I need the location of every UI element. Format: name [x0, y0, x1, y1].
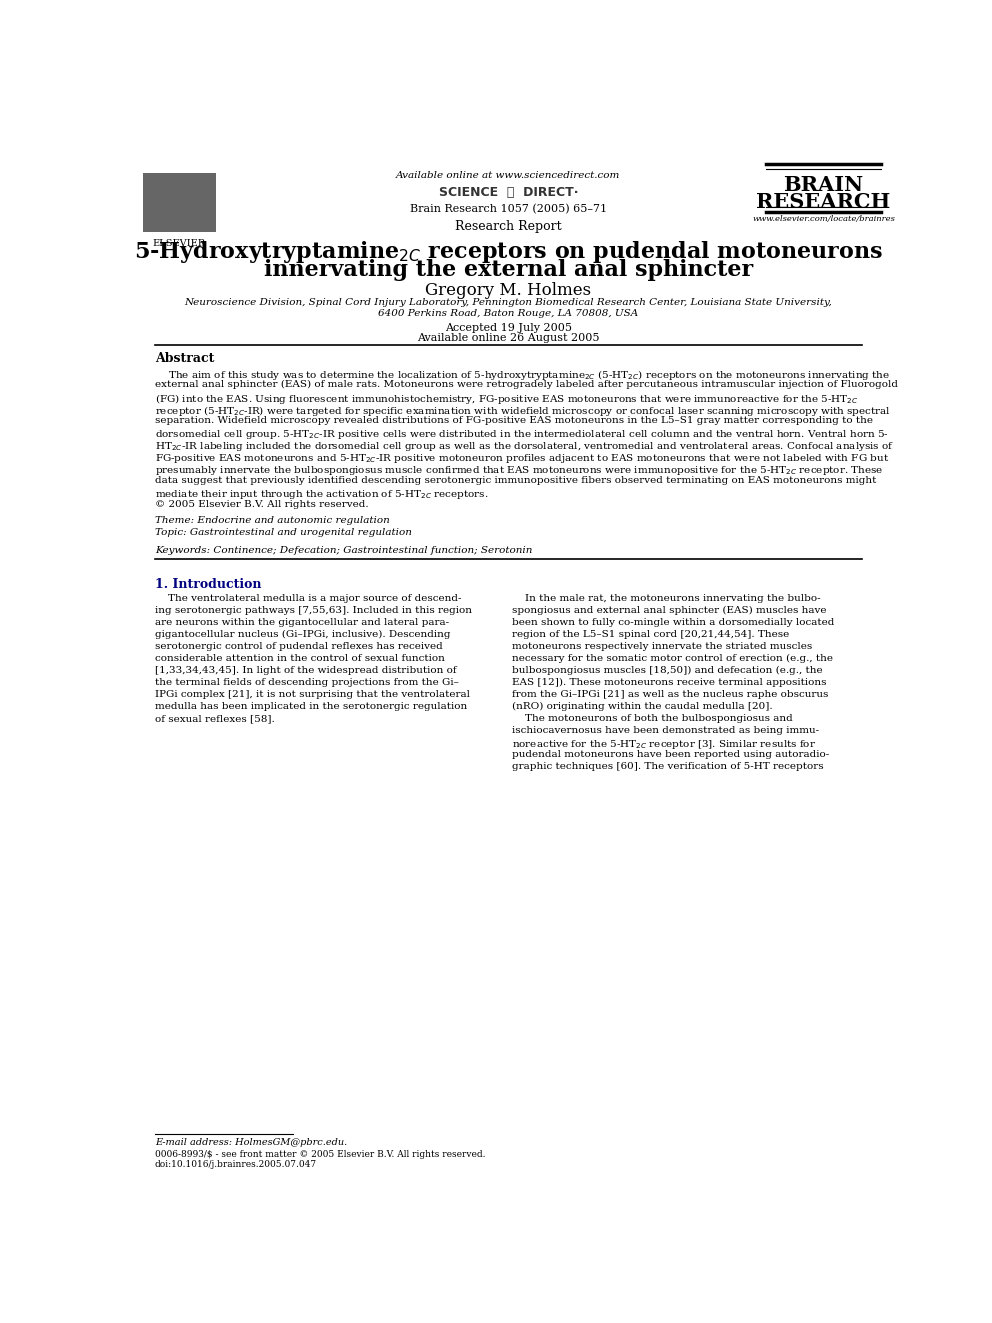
Text: motoneurons respectively innervate the striated muscles: motoneurons respectively innervate the s… [512, 642, 812, 651]
Text: considerable attention in the control of sexual function: considerable attention in the control of… [155, 654, 444, 663]
Text: data suggest that previously identified descending serotonergic immunopositive f: data suggest that previously identified … [155, 476, 876, 484]
Text: 1. Introduction: 1. Introduction [155, 578, 261, 590]
Text: of sexual reflexes [58].: of sexual reflexes [58]. [155, 714, 275, 724]
Text: are neurons within the gigantocellular and lateral para-: are neurons within the gigantocellular a… [155, 618, 448, 627]
Text: from the Gi–IPGi [21] as well as the nucleus raphe obscurus: from the Gi–IPGi [21] as well as the nuc… [512, 691, 828, 699]
Text: gigantocellular nucleus (Gi–IPGi, inclusive). Descending: gigantocellular nucleus (Gi–IPGi, inclus… [155, 630, 450, 639]
Text: been shown to fully co-mingle within a dorsomedially located: been shown to fully co-mingle within a d… [512, 618, 834, 627]
Text: BRAIN: BRAIN [784, 175, 864, 194]
Text: © 2005 Elsevier B.V. All rights reserved.: © 2005 Elsevier B.V. All rights reserved… [155, 500, 368, 509]
Text: SCIENCE  ⓓ  DIRECT·: SCIENCE ⓓ DIRECT· [438, 187, 578, 200]
Text: innervating the external anal sphincter: innervating the external anal sphincter [264, 258, 753, 280]
Text: the terminal fields of descending projections from the Gi–: the terminal fields of descending projec… [155, 677, 458, 687]
Text: The aim of this study was to determine the localization of 5-hydroxytryptamine$_: The aim of this study was to determine t… [155, 368, 890, 381]
Text: separation. Widefield microscopy revealed distributions of FG-positive EAS moton: separation. Widefield microscopy reveale… [155, 415, 873, 425]
Text: (FG) into the EAS. Using fluorescent immunohistochemistry, FG-positive EAS moton: (FG) into the EAS. Using fluorescent imm… [155, 392, 858, 406]
Text: external anal sphincter (EAS) of male rats. Motoneurons were retrogradely labele: external anal sphincter (EAS) of male ra… [155, 380, 898, 389]
Text: graphic techniques [60]. The verification of 5-HT receptors: graphic techniques [60]. The verificatio… [512, 762, 824, 771]
Text: E-mail address: HolmesGM@pbrc.edu.: E-mail address: HolmesGM@pbrc.edu. [155, 1138, 347, 1147]
Text: [1,33,34,43,45]. In light of the widespread distribution of: [1,33,34,43,45]. In light of the widespr… [155, 665, 456, 675]
Text: The motoneurons of both the bulbospongiosus and: The motoneurons of both the bulbospongio… [512, 714, 793, 724]
Text: ischiocavernosus have been demonstrated as being immu-: ischiocavernosus have been demonstrated … [512, 726, 819, 736]
Text: dorsomedial cell group. 5-HT$_{2C}$-IR positive cells were distributed in the in: dorsomedial cell group. 5-HT$_{2C}$-IR p… [155, 427, 889, 441]
Text: Accepted 19 July 2005: Accepted 19 July 2005 [444, 323, 572, 333]
Text: necessary for the somatic motor control of erection (e.g., the: necessary for the somatic motor control … [512, 654, 833, 663]
Text: IPGi complex [21], it is not surprising that the ventrolateral: IPGi complex [21], it is not surprising … [155, 691, 470, 699]
Text: Gregory M. Holmes: Gregory M. Holmes [426, 282, 591, 299]
Text: presumably innervate the bulbospongiosus muscle confirmed that EAS motoneurons w: presumably innervate the bulbospongiosus… [155, 464, 883, 476]
Text: HT$_{2C}$-IR labeling included the dorsomedial cell group as well as the dorsola: HT$_{2C}$-IR labeling included the dorso… [155, 439, 894, 452]
Text: receptor (5-HT$_{2C}$-IR) were targeted for specific examination with widefield : receptor (5-HT$_{2C}$-IR) were targeted … [155, 404, 891, 418]
Text: region of the L5–S1 spinal cord [20,21,44,54]. These: region of the L5–S1 spinal cord [20,21,4… [512, 630, 790, 639]
Text: RESEARCH: RESEARCH [757, 192, 891, 213]
Text: 0006-8993/$ - see front matter © 2005 Elsevier B.V. All rights reserved.: 0006-8993/$ - see front matter © 2005 El… [155, 1150, 485, 1159]
Text: Neuroscience Division, Spinal Cord Injury Laboratory, Pennington Biomedical Rese: Neuroscience Division, Spinal Cord Injur… [185, 298, 832, 307]
Text: FG-positive EAS motoneurons and 5-HT$_{2C}$-IR positive motoneuron profiles adja: FG-positive EAS motoneurons and 5-HT$_{2… [155, 451, 889, 464]
Text: medulla has been implicated in the serotonergic regulation: medulla has been implicated in the serot… [155, 703, 467, 710]
Text: pudendal motoneurons have been reported using autoradio-: pudendal motoneurons have been reported … [512, 750, 829, 759]
Text: noreactive for the 5-HT$_{2C}$ receptor [3]. Similar results for: noreactive for the 5-HT$_{2C}$ receptor … [512, 738, 816, 751]
Text: Topic: Gastrointestinal and urogenital regulation: Topic: Gastrointestinal and urogenital r… [155, 528, 412, 537]
Text: Abstract: Abstract [155, 352, 214, 365]
Text: Brain Research 1057 (2005) 65–71: Brain Research 1057 (2005) 65–71 [410, 204, 607, 214]
Text: Keywords: Continence; Defecation; Gastrointestinal function; Serotonin: Keywords: Continence; Defecation; Gastro… [155, 546, 532, 554]
Text: ing serotonergic pathways [7,55,63]. Included in this region: ing serotonergic pathways [7,55,63]. Inc… [155, 606, 472, 615]
Text: spongiosus and external anal sphincter (EAS) muscles have: spongiosus and external anal sphincter (… [512, 606, 826, 615]
Text: Available online 26 August 2005: Available online 26 August 2005 [418, 333, 599, 343]
Text: 6400 Perkins Road, Baton Rouge, LA 70808, USA: 6400 Perkins Road, Baton Rouge, LA 70808… [378, 308, 639, 318]
Text: In the male rat, the motoneurons innervating the bulbo-: In the male rat, the motoneurons innerva… [512, 594, 820, 603]
Bar [143, 173, 216, 232]
Text: The ventrolateral medulla is a major source of descend-: The ventrolateral medulla is a major sou… [155, 594, 461, 603]
Text: 5-Hydroxytryptamine$_{2C}$ receptors on pudendal motoneurons: 5-Hydroxytryptamine$_{2C}$ receptors on … [134, 239, 883, 265]
Text: mediate their input through the activation of 5-HT$_{2C}$ receptors.: mediate their input through the activati… [155, 488, 488, 501]
Text: ELSEVIER: ELSEVIER [153, 239, 206, 249]
Text: www.elsevier.com/locate/brainres: www.elsevier.com/locate/brainres [752, 214, 895, 222]
Text: (nRO) originating within the caudal medulla [20].: (nRO) originating within the caudal medu… [512, 703, 773, 712]
Text: Available online at www.sciencedirect.com: Available online at www.sciencedirect.co… [396, 171, 621, 180]
Text: doi:10.1016/j.brainres.2005.07.047: doi:10.1016/j.brainres.2005.07.047 [155, 1160, 316, 1170]
Text: serotonergic control of pudendal reflexes has received: serotonergic control of pudendal reflexe… [155, 642, 442, 651]
Text: EAS [12]). These motoneurons receive terminal appositions: EAS [12]). These motoneurons receive ter… [512, 677, 826, 687]
Text: Research Report: Research Report [455, 220, 561, 233]
Text: Theme: Endocrine and autonomic regulation: Theme: Endocrine and autonomic regulatio… [155, 516, 390, 525]
Text: bulbospongiosus muscles [18,50]) and defecation (e.g., the: bulbospongiosus muscles [18,50]) and def… [512, 665, 823, 675]
